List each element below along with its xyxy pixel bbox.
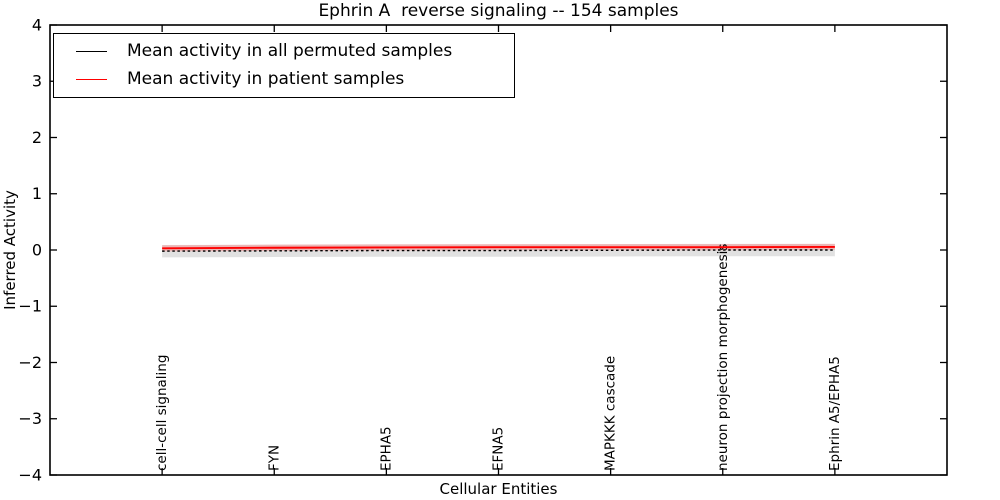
legend-label-permuted: Mean activity in all permuted samples	[127, 41, 453, 62]
x-axis-label: Cellular Entities	[439, 480, 558, 498]
y-tick-label: 0	[32, 240, 42, 259]
legend-item-permuted: Mean activity in all permuted samples	[54, 41, 514, 61]
legend-line-patient-icon	[76, 78, 107, 80]
y-tick-label: −1	[18, 297, 42, 316]
x-tick-label: EPHA5	[378, 426, 394, 471]
x-tick-label: cell-cell signaling	[154, 355, 170, 471]
y-tick-label: 3	[32, 72, 42, 91]
chart-title: Ephrin A reverse signaling -- 154 sample…	[318, 1, 679, 21]
y-tick-label: −4	[18, 465, 42, 484]
x-tick-label: EFNA5	[491, 427, 507, 471]
x-tick-label: FYN	[266, 445, 282, 471]
x-tick-label: neuron projection morphogenesis	[715, 244, 731, 471]
legend-label-patient: Mean activity in patient samples	[127, 69, 405, 90]
legend-line-permuted-icon	[76, 51, 107, 53]
legend: Mean activity in all permuted samples Me…	[53, 33, 515, 98]
y-tick-label: 4	[32, 15, 42, 34]
series-line-patient	[162, 245, 835, 250]
y-tick-label: −2	[18, 353, 42, 372]
y-tick-label: 2	[32, 128, 42, 147]
y-tick-label: 1	[32, 184, 42, 203]
x-tick-label: Ephrin A5/EPHA5	[827, 356, 843, 471]
legend-item-patient: Mean activity in patient samples	[54, 69, 514, 89]
x-tick-label: MAPKKK cascade	[603, 356, 619, 471]
y-tick-label: −3	[18, 409, 42, 428]
